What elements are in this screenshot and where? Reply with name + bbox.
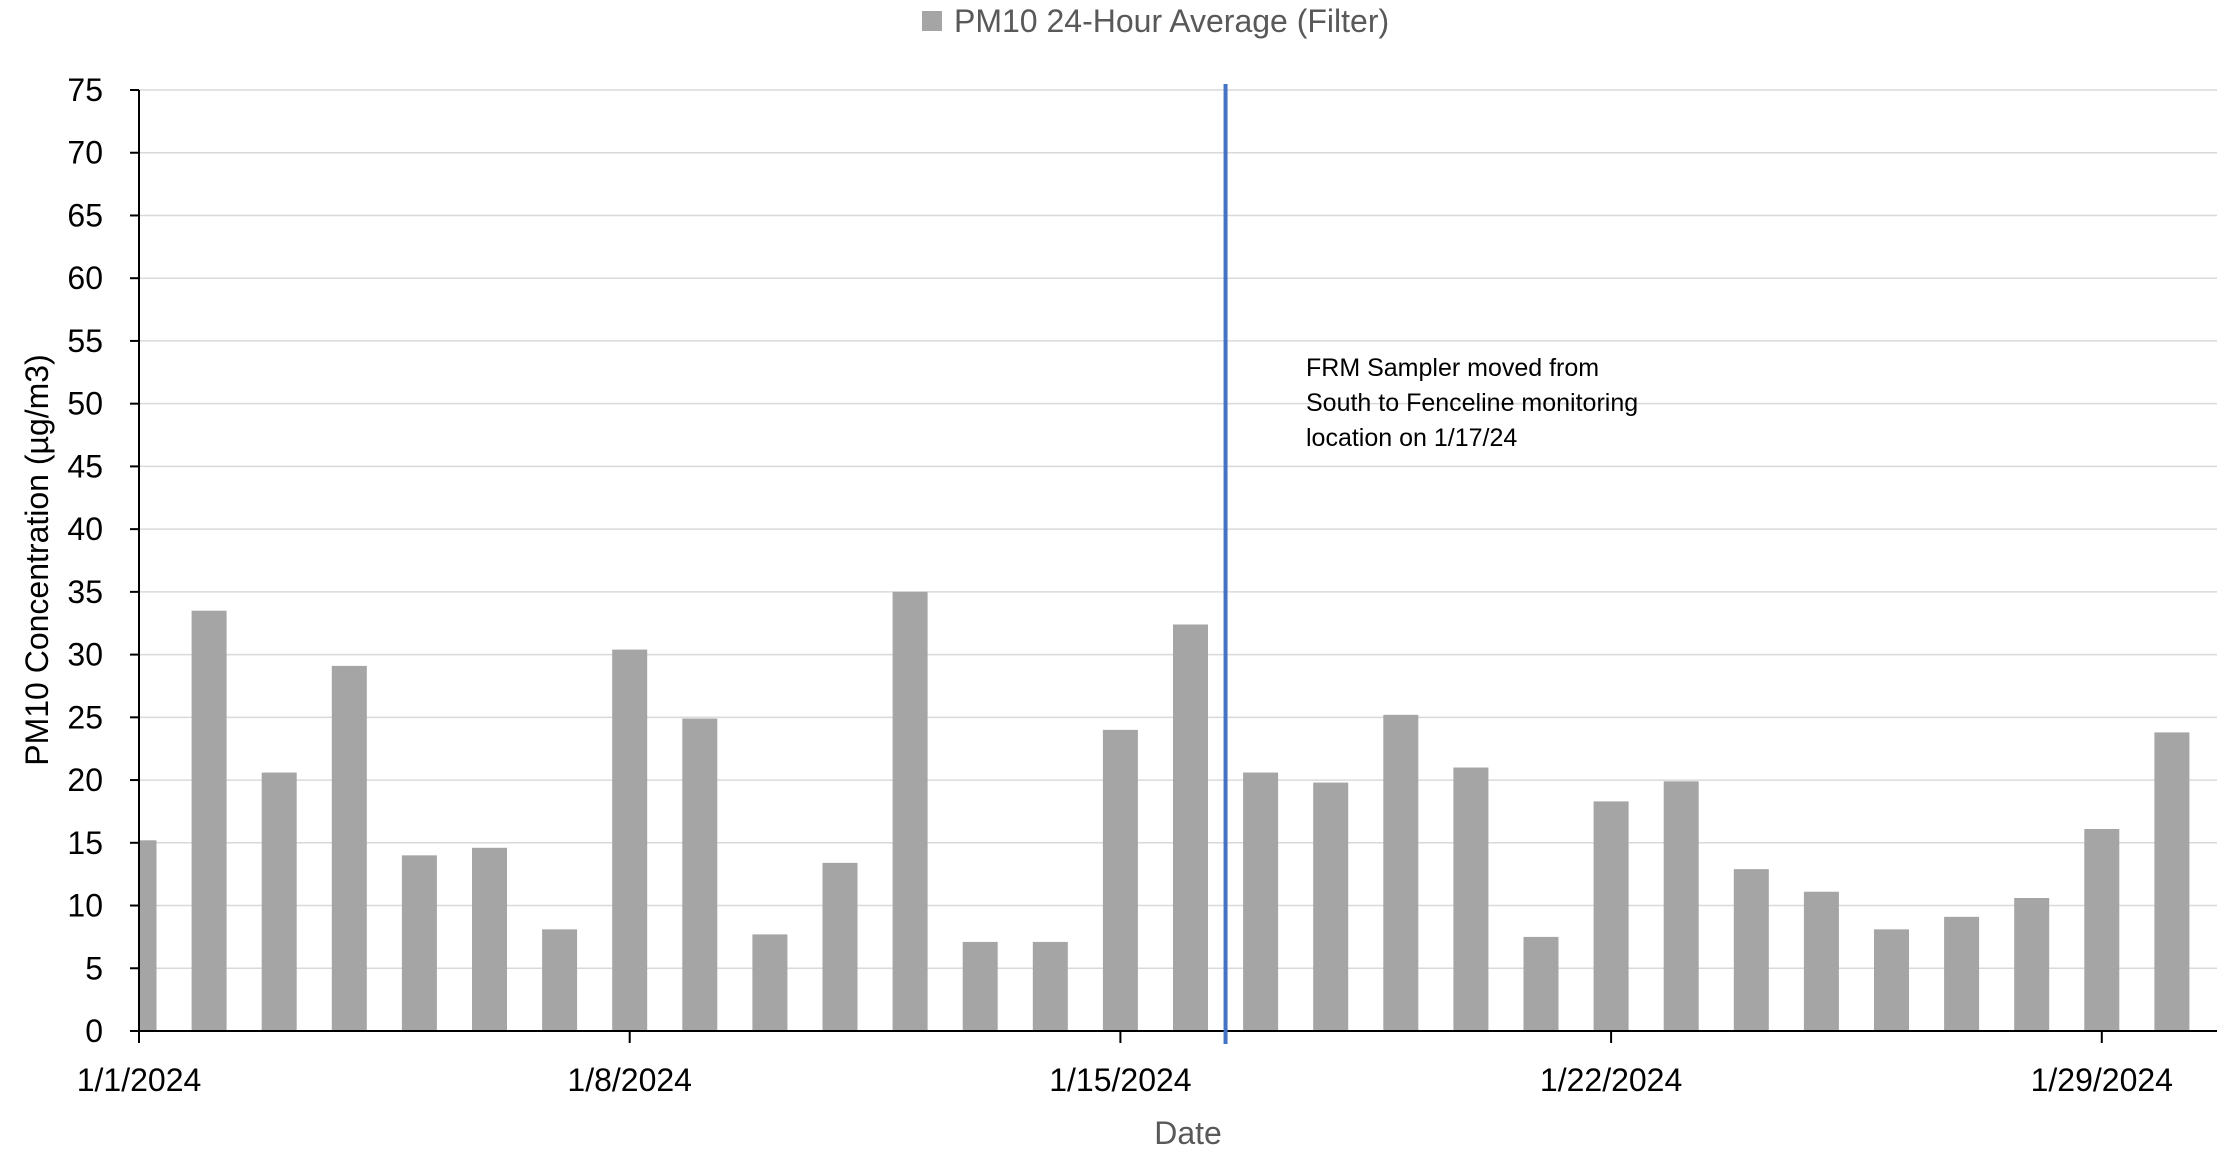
y-tick-label: 60 <box>67 260 103 296</box>
x-tick-label: 1/22/2024 <box>1540 1062 1682 1098</box>
bar <box>2014 898 2050 1031</box>
y-tick-label: 20 <box>67 762 103 798</box>
y-tick-label: 25 <box>67 699 103 735</box>
annotation-line: location on 1/17/24 <box>1306 424 1517 452</box>
bars <box>139 591 2190 1031</box>
bar <box>1663 781 1699 1031</box>
y-tick-label: 50 <box>67 386 103 422</box>
y-tick-label: 5 <box>85 950 103 986</box>
bar <box>1523 936 1559 1031</box>
x-tick-label: 1/8/2024 <box>567 1062 692 1098</box>
y-tick-label: 65 <box>67 197 103 233</box>
bar <box>542 929 578 1031</box>
bar <box>1733 869 1769 1031</box>
bar <box>1874 929 1909 1031</box>
y-tick-label: 15 <box>67 825 103 861</box>
bar <box>1313 782 1349 1031</box>
bar <box>1383 714 1419 1031</box>
bar <box>682 718 718 1031</box>
annotation-line: South to Fenceline monitoring <box>1306 389 1638 417</box>
bar <box>401 855 437 1031</box>
legend-swatch <box>922 11 942 31</box>
x-axis-title: Date <box>1154 1115 1222 1151</box>
x-tick-label: 1/15/2024 <box>1049 1062 1191 1098</box>
bar <box>1173 624 1208 1031</box>
y-tick-label: 0 <box>85 1013 103 1049</box>
bar <box>1032 941 1068 1031</box>
bar <box>1243 772 1279 1031</box>
x-tick-label: 1/29/2024 <box>2031 1062 2173 1098</box>
y-tick-label: 45 <box>67 448 103 484</box>
bar <box>331 665 367 1031</box>
annotation-line: FRM Sampler moved from <box>1306 354 1599 382</box>
y-tick-label: 40 <box>67 511 103 547</box>
labels: 0 5 10 15 20 25 30 35 40 45 50 55 60 65 70 75 1/1/2024 1/… <box>19 3 2173 1151</box>
bar <box>822 862 858 1031</box>
y-tick-label: 10 <box>67 888 103 924</box>
y-tick-label: 75 <box>67 72 103 108</box>
bar <box>2084 828 2120 1031</box>
y-tick-label: 30 <box>67 637 103 673</box>
bar <box>1944 916 1980 1031</box>
y-tick-label: 35 <box>67 574 103 610</box>
bar <box>1803 891 1839 1031</box>
y-axis-title: PM10 Concentration (µg/m3) <box>19 354 55 766</box>
bar <box>139 840 157 1031</box>
bar <box>261 772 297 1031</box>
bar <box>892 591 928 1031</box>
bar <box>472 847 507 1031</box>
bar <box>962 941 998 1031</box>
bar <box>752 934 788 1031</box>
bar <box>2154 732 2190 1031</box>
annotation-text: FRM Sampler moved from South to Fenceline… <box>1306 354 1638 452</box>
legend-label: PM10 24-Hour Average (Filter) <box>954 3 1389 39</box>
bar <box>191 610 227 1031</box>
y-tick-label: 55 <box>67 323 103 359</box>
bar <box>612 649 648 1031</box>
axes <box>130 89 2217 1043</box>
bar <box>1453 767 1489 1031</box>
x-tick-label: 1/1/2024 <box>77 1062 202 1098</box>
y-tick-label: 70 <box>67 135 103 171</box>
bar <box>1593 801 1629 1031</box>
bar <box>1102 729 1138 1031</box>
